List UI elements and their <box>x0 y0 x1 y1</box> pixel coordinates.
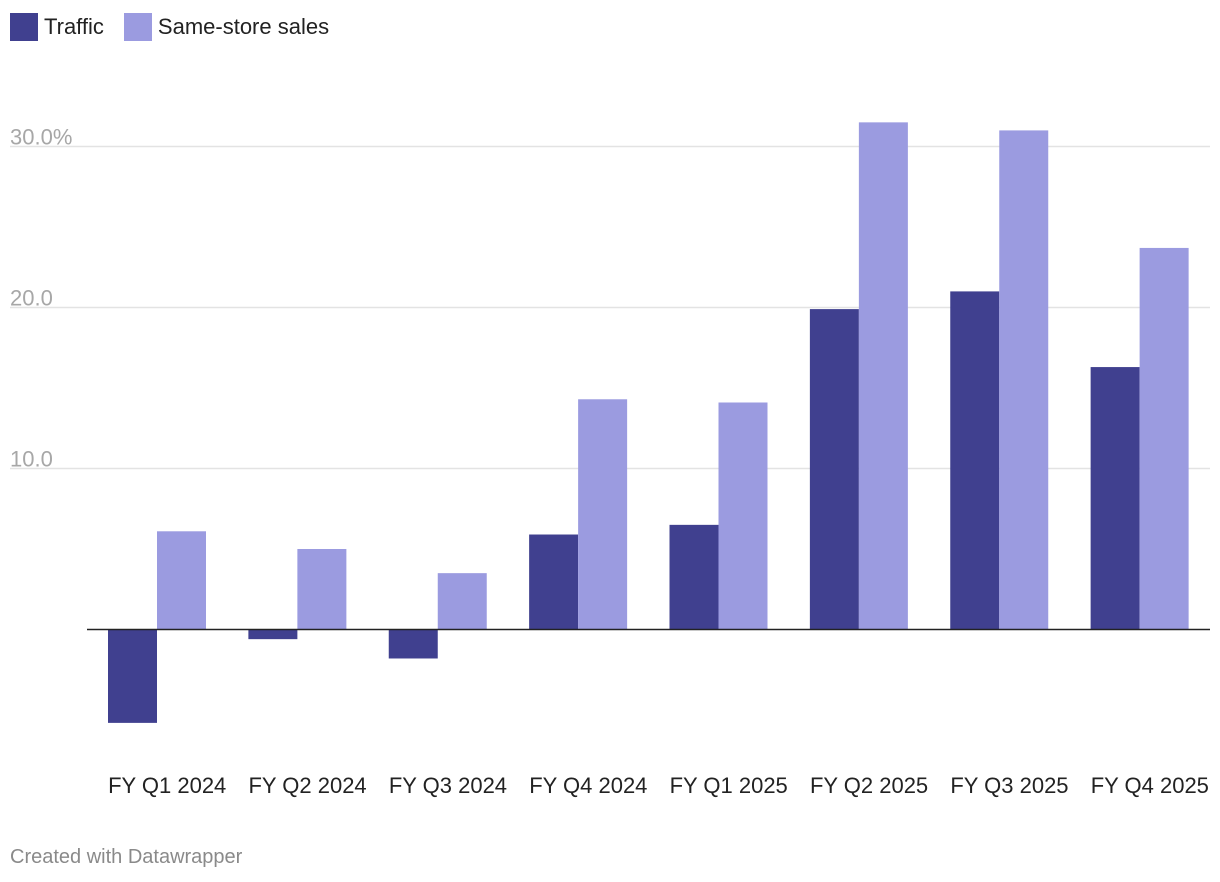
x-tick-label-fy-q2-2024: FY Q2 2024 <box>248 773 366 798</box>
bar-same-store-sales-fy-q1-2025 <box>718 402 768 630</box>
bar-traffic-fy-q3-2025 <box>950 291 1000 630</box>
x-tick-label-fy-q3-2025: FY Q3 2025 <box>950 773 1068 798</box>
bar-traffic-fy-q4-2025 <box>1090 367 1140 630</box>
legend-item-traffic: Traffic <box>10 12 104 42</box>
bar-traffic-fy-q2-2025 <box>809 309 859 630</box>
bar-traffic-fy-q4-2024 <box>529 534 579 630</box>
bar-same-store-sales-fy-q2-2024 <box>297 549 347 630</box>
y-tick-label-30: 30.0% <box>10 125 72 150</box>
bar-traffic-fy-q1-2025 <box>669 524 719 630</box>
legend-swatch-traffic <box>10 13 38 41</box>
y-tick-label-10: 10.0 <box>10 447 53 472</box>
bars <box>108 122 1189 723</box>
axis-labels: 10.0 20.0 30.0% FY Q1 2024 FY Q2 2024 FY Q3 2… <box>10 125 1209 799</box>
x-tick-label-fy-q1-2025: FY Q1 2025 <box>670 773 788 798</box>
bar-same-store-sales-fy-q2-2025 <box>858 122 908 630</box>
legend-item-same-store-sales: Same-store sales <box>123 12 330 42</box>
bar-traffic-fy-q1-2024 <box>108 629 157 723</box>
x-tick-label-fy-q4-2024: FY Q4 2024 <box>529 773 647 798</box>
legend-label-traffic: Traffic <box>44 14 104 39</box>
bar-same-store-sales-fy-q3-2024 <box>437 573 487 630</box>
chart-legend: Traffic Same-store sales <box>10 12 329 42</box>
bar-same-store-sales-fy-q3-2025 <box>999 130 1049 630</box>
bar-traffic-fy-q3-2024 <box>388 629 438 659</box>
bar-same-store-sales-fy-q4-2025 <box>1139 247 1189 630</box>
bar-same-store-sales-fy-q1-2024 <box>157 531 206 630</box>
y-tick-label-20: 20.0 <box>10 286 53 311</box>
x-tick-label-fy-q2-2025: FY Q2 2025 <box>810 773 928 798</box>
bar-traffic-fy-q2-2024 <box>248 629 298 640</box>
legend-label-same-store-sales: Same-store sales <box>157 14 330 39</box>
x-tick-label-fy-q3-2024: FY Q3 2024 <box>389 773 507 798</box>
bar-same-store-sales-fy-q4-2024 <box>578 399 628 630</box>
legend-swatch-same-store-sales <box>123 13 152 41</box>
footer-credit: Created with Datawrapper <box>10 846 243 868</box>
x-tick-label-fy-q1-2024: FY Q1 2024 <box>108 773 226 798</box>
x-tick-label-fy-q4-2025: FY Q4 2025 <box>1091 773 1209 798</box>
